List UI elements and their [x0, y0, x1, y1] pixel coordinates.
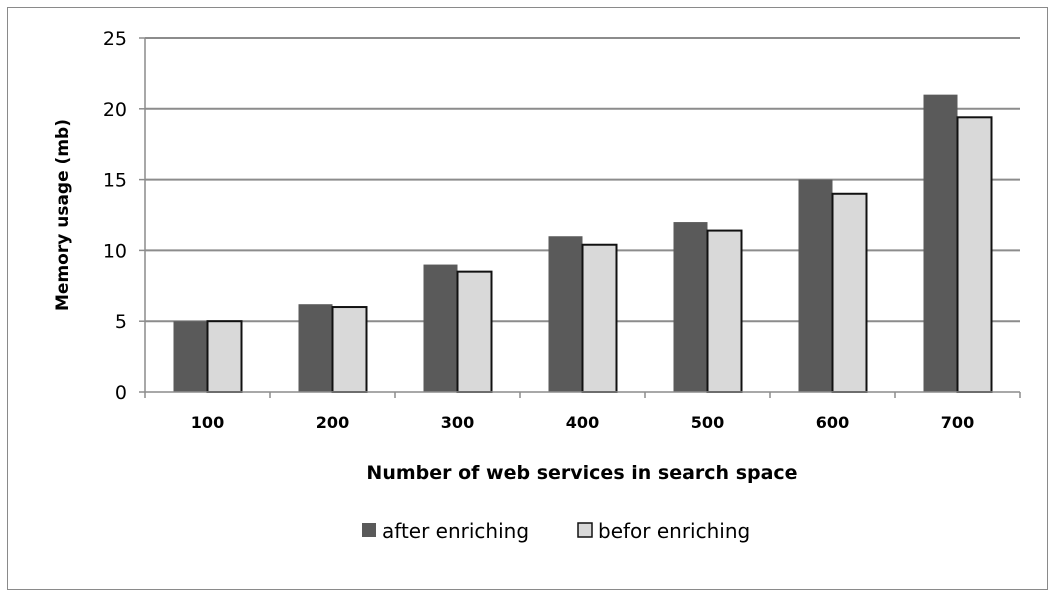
bar-after-enriching — [923, 94, 958, 392]
y-tick-label: 0 — [115, 382, 127, 404]
bar-befor-enriching — [706, 229, 743, 393]
x-tick-label: 600 — [816, 413, 849, 432]
y-tick-label: 5 — [115, 311, 127, 333]
x-axis-label: Number of web services in search space — [366, 462, 797, 484]
bar-after-enriching — [298, 304, 333, 392]
bar-after-enriching — [423, 264, 458, 392]
x-tick-label: 100 — [191, 413, 224, 432]
x-tick-label: 200 — [316, 413, 349, 432]
bar-befor-enriching — [206, 320, 243, 394]
y-tick-label: 15 — [103, 170, 127, 192]
legend-label: befor enriching — [598, 519, 750, 543]
bar-befor-enriching — [831, 192, 868, 393]
bar-after-enriching — [798, 179, 833, 392]
y-tick-label: 25 — [103, 28, 127, 50]
bar-befor-enriching — [956, 116, 993, 394]
bar-befor-enriching — [581, 243, 618, 393]
x-tick-label: 700 — [941, 413, 974, 432]
bar-after-enriching — [173, 321, 208, 392]
bar-befor-enriching — [456, 270, 493, 394]
x-tick-label: 300 — [441, 413, 474, 432]
legend-swatch — [577, 522, 593, 538]
bar-after-enriching — [548, 236, 583, 392]
legend: after enriching befor enriching — [362, 519, 750, 543]
bar-after-enriching — [673, 222, 708, 392]
legend-swatch — [362, 523, 376, 537]
y-tick-label: 10 — [103, 240, 127, 262]
legend-label: after enriching — [382, 519, 529, 543]
bar-befor-enriching — [331, 306, 368, 394]
y-axis-label: Memory usage (mb) — [53, 119, 73, 311]
x-tick-label: 400 — [566, 413, 599, 432]
y-tick-label: 20 — [103, 99, 127, 121]
x-tick-label: 500 — [691, 413, 724, 432]
chart-border — [7, 7, 1048, 590]
